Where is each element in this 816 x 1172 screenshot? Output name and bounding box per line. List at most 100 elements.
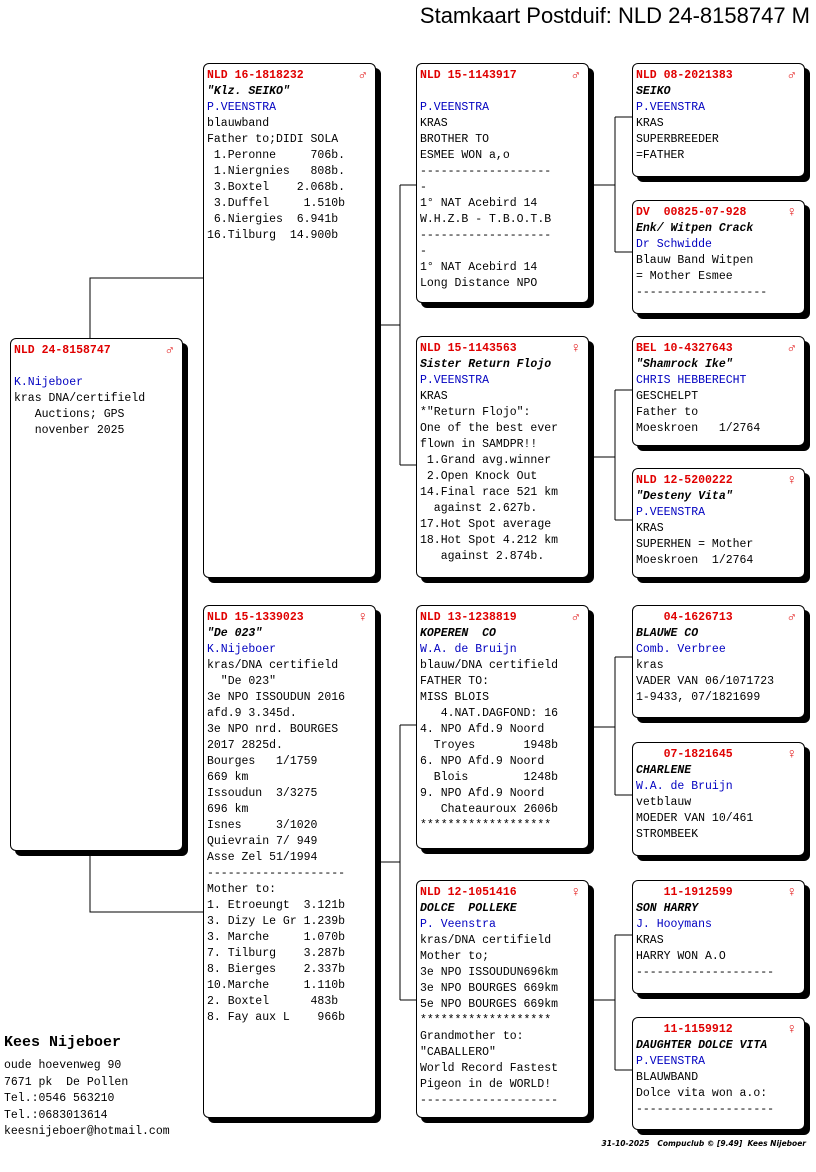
sex-symbol: ♂	[571, 68, 580, 84]
ring-number: 11-1159912	[636, 1023, 733, 1036]
connector	[589, 934, 632, 1071]
note-line: 2017 2825d.	[207, 739, 283, 752]
note-line: Pigeon in de WORLD!	[420, 1078, 552, 1091]
breeder: Comb. Verbree	[636, 643, 726, 656]
note-line: 17.Hot Spot average	[420, 518, 552, 531]
note-line: Moeskroen 1/2764	[636, 422, 761, 435]
breeder: P. Veenstra	[420, 918, 496, 931]
note-line: KRAS	[636, 117, 664, 130]
note-line: 16.Tilburg 14.900b	[207, 229, 339, 242]
ring-number: NLD 16-1818232	[207, 69, 304, 82]
note-line: One of the best ever	[420, 422, 559, 435]
note-line: =FATHER	[636, 149, 685, 162]
note-line: KRAS	[420, 117, 448, 130]
contact-line: 7671 pk De Pollen	[4, 1075, 129, 1089]
breeder: J. Hooymans	[636, 918, 712, 931]
note-line: --------------------	[636, 966, 775, 979]
pigeon-name: Enk/ Witpen Crack	[636, 222, 754, 235]
note-line: 3e NPO BOURGES 669km	[420, 982, 559, 995]
note-line: 3. Dizy Le Gr 1.239b	[207, 915, 346, 928]
note-line: kras	[636, 659, 664, 672]
connector	[376, 184, 416, 466]
sex-symbol: ♂	[787, 610, 796, 626]
note-line: 3e NPO nrd. BOURGES	[207, 723, 339, 736]
note-line: afd.9 3.345d.	[207, 707, 297, 720]
sex-symbol: ♀	[571, 341, 580, 357]
pigeon-name: BLAUWE CO	[636, 627, 699, 640]
contact-line: Tel.:0683013614	[4, 1108, 108, 1122]
note-line: 6.Niergies 6.941b	[207, 213, 339, 226]
note-line: *******************	[420, 1014, 552, 1027]
note-line: Mother to;	[420, 950, 490, 963]
note-line: Father to;DIDI SOLA	[207, 133, 339, 146]
connector	[376, 724, 416, 1001]
sex-symbol: ♀	[787, 205, 796, 221]
note-line: -------------------	[420, 165, 552, 178]
ring-number: 11-1912599	[636, 886, 733, 899]
note-line: KRAS	[636, 934, 664, 947]
note-line: 5e NPO BOURGES 669km	[420, 998, 559, 1011]
note-line: Mother to:	[207, 883, 277, 896]
breeder: CHRIS HEBBERECHT	[636, 374, 747, 387]
note-line: 1° NAT Acebird 14	[420, 261, 538, 274]
breeder: Dr Schwidde	[636, 238, 712, 251]
ring-number: 04-1626713	[636, 611, 733, 624]
note-line: Blois 1248b	[420, 771, 559, 784]
page-title: Stamkaart Postduif: NLD 24-8158747 M	[419, 3, 810, 28]
sex-symbol: ♂	[571, 610, 580, 626]
note-line: 1.Peronne 706b.	[207, 149, 346, 162]
pigeon-name: "De 023"	[207, 627, 263, 640]
note-line: GESCHELPT	[636, 390, 699, 403]
note-line: 7. Tilburg 3.287b	[207, 947, 346, 960]
breeder: K.Nijeboer	[207, 643, 277, 656]
note-line: 2. Boxtel 483b	[207, 995, 339, 1008]
note-line: MOEDER VAN 10/461	[636, 812, 754, 825]
note-line: Long Distance NPO	[420, 277, 538, 290]
note-line: 8. Bierges 2.337b	[207, 963, 346, 976]
ring-number: 07-1821645	[636, 748, 733, 761]
note-line: Troyes 1948b	[420, 739, 559, 752]
ring-number: NLD 08-2021383	[636, 69, 733, 82]
pedigree-card: DV 00825-07-928 ♀ Enk/ Witpen Crack Dr Schw…	[632, 200, 805, 314]
pigeon-name: SEIKO	[636, 85, 671, 98]
contact-line: Tel.:0546 563210	[4, 1092, 115, 1105]
note-line: against 2.627b.	[420, 502, 538, 515]
note-line: 3.Duffel 1.510b	[207, 197, 346, 210]
pedigree-card: NLD 15-1339023 ♀ "De 023" K.Nijeboer kras/DN…	[203, 605, 376, 1118]
sex-symbol: ♂	[787, 341, 796, 357]
note-line: Auctions; GPS	[14, 408, 125, 421]
ring-number: NLD 12-5200222	[636, 474, 733, 487]
note-line: 1. Etroeungt 3.121b	[207, 899, 346, 912]
pedigree-card: 11-1912599 ♀ SON HARRY J. Hooymans KRAS HARRY…	[632, 880, 805, 994]
note-line: Bourges 1/1759	[207, 755, 318, 768]
ring-number: NLD 15-1143563	[420, 342, 517, 355]
note-line: VADER VAN 06/1071723	[636, 675, 775, 688]
breeder: W.A. de Bruijn	[420, 643, 517, 656]
note-line: kras DNA/certifield	[14, 392, 146, 405]
note-line: 9. NPO Afd.9 Noord	[420, 787, 545, 800]
note-line: novenber 2025	[14, 424, 125, 437]
note-line: -	[420, 245, 427, 258]
note-line: 3. Marche 1.070b	[207, 931, 346, 944]
note-line: Dolce vita won a.o:	[636, 1087, 768, 1100]
pedigree-card: NLD 16-1818232 ♂ "Klz. SEIKO" P.VEENSTRA bla…	[203, 63, 376, 578]
note-line: Chateauroux 2606b	[420, 803, 559, 816]
note-line: 1-9433, 07/1821699	[636, 691, 761, 704]
note-line: 3.Boxtel 2.068b.	[207, 181, 346, 194]
ring-number: BEL 10-4327643	[636, 342, 733, 355]
note-line: SUPERBREEDER	[636, 133, 719, 146]
connector	[589, 389, 632, 521]
contact-line: oude hoevenweg 90	[4, 1059, 122, 1072]
pedigree-card: 11-1159912 ♀ DAUGHTER DOLCE VITA P.VEENSTRA…	[632, 1017, 805, 1130]
note-line: 4. NPO Afd.9 Noord	[420, 723, 545, 736]
note-line: World Record Fastest	[420, 1062, 559, 1075]
breeder: P.VEENSTRA	[207, 101, 277, 114]
note-line: 1.Niergnies 808b.	[207, 165, 346, 178]
connector	[589, 656, 632, 796]
pedigree-card: NLD 12-5200222 ♀ "Desteny Vita" P.VEENSTRA K…	[632, 468, 805, 578]
note-line: Isnes 3/1020	[207, 819, 318, 832]
sex-symbol: ♀	[571, 885, 580, 901]
note-line: 3e NPO ISSOUDUN 2016	[207, 691, 346, 704]
